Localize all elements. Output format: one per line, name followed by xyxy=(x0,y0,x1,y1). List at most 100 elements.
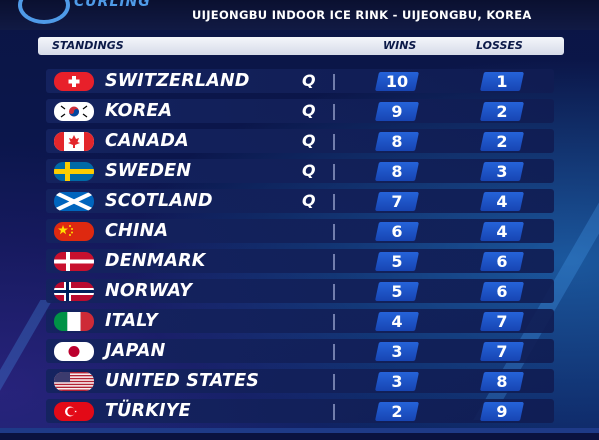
flag-icon xyxy=(54,162,94,181)
losses-box: 9 xyxy=(479,402,525,421)
brand-text: CURLING xyxy=(74,0,151,10)
country-name: SCOTLAND xyxy=(105,191,213,211)
losses-box: 2 xyxy=(479,102,525,121)
wins-box: 10 xyxy=(374,72,420,91)
column-divider xyxy=(333,104,335,120)
column-divider xyxy=(333,344,335,360)
flag-icon xyxy=(54,312,94,331)
curling-logo-icon xyxy=(18,0,70,24)
wins-box: 6 xyxy=(374,222,420,241)
column-divider xyxy=(333,374,335,390)
column-divider xyxy=(333,314,335,330)
top-bar: CURLING UIJEONGBU INDOOR ICE RINK - UIJE… xyxy=(0,0,599,30)
losses-box: 7 xyxy=(479,312,525,331)
losses-box: 4 xyxy=(479,192,525,211)
losses-value: 4 xyxy=(496,222,508,241)
wins-value: 9 xyxy=(391,102,403,121)
wins-box: 8 xyxy=(374,132,420,151)
wins-label: WINS xyxy=(383,39,417,52)
wins-box: 3 xyxy=(374,372,420,391)
column-divider xyxy=(333,224,335,240)
country-name: SWITZERLAND xyxy=(105,71,250,91)
standings-row: UNITED STATES 3 8 xyxy=(38,366,564,396)
row-background xyxy=(46,339,554,363)
losses-box: 3 xyxy=(479,162,525,181)
losses-box: 1 xyxy=(479,72,525,91)
row-background xyxy=(46,279,554,303)
standings-row: SWEDEN Q 8 3 xyxy=(38,156,564,186)
wins-box: 5 xyxy=(374,282,420,301)
losses-box: 8 xyxy=(479,372,525,391)
flag-icon xyxy=(54,102,94,121)
flag-icon xyxy=(54,192,94,211)
column-divider xyxy=(333,284,335,300)
losses-value: 6 xyxy=(496,282,508,301)
flag-icon xyxy=(54,252,94,271)
row-background xyxy=(46,69,554,93)
standings-row: SCOTLAND Q 7 4 xyxy=(38,186,564,216)
qualified-marker: Q xyxy=(302,191,316,210)
country-name: JAPAN xyxy=(105,341,166,361)
wins-box: 7 xyxy=(374,192,420,211)
losses-box: 2 xyxy=(479,132,525,151)
country-name: NORWAY xyxy=(105,281,193,301)
qualified-marker: Q xyxy=(302,71,316,90)
wins-value: 2 xyxy=(391,402,403,421)
country-name: UNITED STATES xyxy=(105,371,260,391)
wins-value: 3 xyxy=(391,342,403,361)
column-divider xyxy=(333,164,335,180)
losses-label: LOSSES xyxy=(476,39,523,52)
losses-box: 4 xyxy=(479,222,525,241)
row-background xyxy=(46,189,554,213)
losses-value: 9 xyxy=(496,402,508,421)
flag-icon xyxy=(54,282,94,301)
row-background xyxy=(46,219,554,243)
wins-value: 8 xyxy=(391,132,403,151)
wins-value: 5 xyxy=(391,252,403,271)
column-divider xyxy=(333,194,335,210)
losses-value: 2 xyxy=(496,102,508,121)
standings-row: JAPAN 3 7 xyxy=(38,336,564,366)
row-background xyxy=(46,309,554,333)
standings-header: STANDINGS WINS LOSSES xyxy=(38,37,564,55)
standings-row: DENMARK 5 6 xyxy=(38,246,564,276)
column-divider xyxy=(333,74,335,90)
country-name: ITALY xyxy=(105,311,158,331)
wins-value: 7 xyxy=(391,192,403,211)
losses-value: 8 xyxy=(496,372,508,391)
row-background xyxy=(46,159,554,183)
losses-value: 4 xyxy=(496,192,508,211)
wins-value: 8 xyxy=(391,162,403,181)
losses-value: 6 xyxy=(496,252,508,271)
flag-icon xyxy=(54,372,94,391)
wins-box: 2 xyxy=(374,402,420,421)
flag-icon xyxy=(54,72,94,91)
column-divider xyxy=(333,134,335,150)
wins-value: 5 xyxy=(391,282,403,301)
losses-value: 3 xyxy=(496,162,508,181)
standings-row: CANADA Q 8 2 xyxy=(38,126,564,156)
row-background xyxy=(46,129,554,153)
country-name: CHINA xyxy=(105,221,169,241)
qualified-marker: Q xyxy=(302,161,316,180)
column-divider xyxy=(333,404,335,420)
country-name: DENMARK xyxy=(105,251,206,271)
losses-box: 7 xyxy=(479,342,525,361)
losses-value: 7 xyxy=(496,342,508,361)
bottom-band xyxy=(0,428,599,433)
wins-box: 5 xyxy=(374,252,420,271)
row-background xyxy=(46,99,554,123)
row-background xyxy=(46,249,554,273)
flag-icon xyxy=(54,402,94,421)
qualified-marker: Q xyxy=(302,131,316,150)
standings-row: KOREA Q 9 2 xyxy=(38,96,564,126)
standings-table: SWITZERLAND Q 10 1 KOREA Q 9 2 CANADA Q … xyxy=(38,66,564,426)
losses-box: 6 xyxy=(479,252,525,271)
row-background xyxy=(46,399,554,423)
standings-row: CHINA 6 4 xyxy=(38,216,564,246)
losses-value: 1 xyxy=(496,72,508,91)
venue-title: UIJEONGBU INDOOR ICE RINK - UIJEONGBU, K… xyxy=(192,8,532,22)
standings-row: SWITZERLAND Q 10 1 xyxy=(38,66,564,96)
losses-box: 6 xyxy=(479,282,525,301)
wins-value: 10 xyxy=(385,72,409,91)
